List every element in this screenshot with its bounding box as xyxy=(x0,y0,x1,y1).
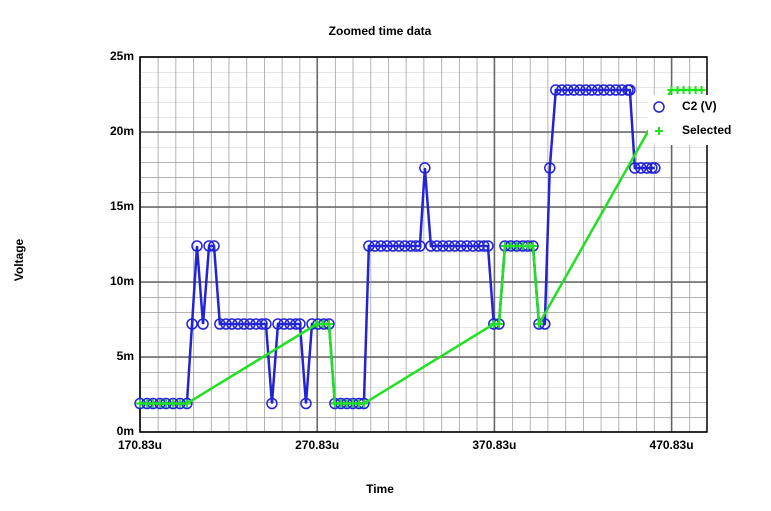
x-axis-label: Time xyxy=(366,482,394,496)
marker xyxy=(260,318,272,330)
marker xyxy=(494,320,503,328)
marker xyxy=(697,86,706,94)
marker xyxy=(369,240,381,252)
marker xyxy=(419,162,431,174)
marker xyxy=(414,240,426,252)
marker xyxy=(568,84,580,96)
x-tick-label: 270.83u xyxy=(295,438,339,452)
marker xyxy=(405,240,417,252)
marker xyxy=(387,240,399,252)
marker xyxy=(226,318,238,330)
marker xyxy=(238,318,250,330)
marker xyxy=(169,399,178,408)
x-tick-label: 470.83u xyxy=(650,438,694,452)
series-line xyxy=(140,88,655,405)
marker xyxy=(149,399,158,408)
marker xyxy=(616,84,628,96)
legend-marker xyxy=(653,101,665,113)
y-tick-label: 25m xyxy=(110,49,134,63)
marker xyxy=(635,162,647,174)
marker xyxy=(478,240,490,252)
y-tick-label: 5m xyxy=(117,349,134,363)
marker xyxy=(467,240,479,252)
marker xyxy=(586,84,598,96)
y-tick-label: 15m xyxy=(110,199,134,213)
plot-border xyxy=(139,56,708,433)
marker xyxy=(646,162,658,174)
marker xyxy=(186,318,198,330)
marker xyxy=(244,318,256,330)
marker xyxy=(294,318,306,330)
marker xyxy=(629,162,641,174)
marker xyxy=(437,240,449,252)
marker xyxy=(649,162,661,174)
y-tick-label: 20m xyxy=(110,124,134,138)
marker xyxy=(431,240,443,252)
marker xyxy=(425,240,437,252)
marker xyxy=(544,162,556,174)
marker xyxy=(580,84,592,96)
marker xyxy=(300,397,312,410)
marker xyxy=(161,399,170,408)
marker xyxy=(214,318,226,330)
marker xyxy=(550,84,562,96)
marker xyxy=(203,240,215,252)
legend-label: Selected xyxy=(682,123,731,137)
marker xyxy=(482,240,494,252)
marker xyxy=(556,84,568,96)
chart-title: Zoomed time data xyxy=(329,24,432,38)
marker xyxy=(528,242,537,250)
marker xyxy=(208,240,220,252)
marker xyxy=(375,240,387,252)
marker xyxy=(598,84,610,96)
marker xyxy=(604,84,616,96)
marker xyxy=(449,240,461,252)
marker xyxy=(410,240,422,252)
marker xyxy=(220,318,232,330)
marker xyxy=(266,397,278,410)
marker xyxy=(562,84,574,96)
minor-grid-area xyxy=(140,57,707,432)
marker xyxy=(534,320,543,328)
y-tick-label: 0m xyxy=(117,424,134,438)
marker xyxy=(256,318,268,330)
marker xyxy=(232,318,244,330)
marker xyxy=(399,240,411,252)
y-tick-label: 10m xyxy=(110,274,134,288)
marker xyxy=(197,318,209,330)
legend-label: C2 (V) xyxy=(682,99,717,113)
marker xyxy=(624,84,636,96)
marker xyxy=(363,240,375,252)
marker xyxy=(381,240,393,252)
marker xyxy=(290,318,302,330)
marker xyxy=(473,240,485,252)
marker xyxy=(175,399,184,408)
marker xyxy=(641,162,653,174)
marker xyxy=(278,318,290,330)
marker xyxy=(182,399,191,408)
marker xyxy=(136,399,144,408)
marker xyxy=(191,240,203,252)
marker xyxy=(461,240,473,252)
marker xyxy=(574,84,586,96)
x-tick-label: 370.83u xyxy=(472,438,516,452)
marker xyxy=(325,320,334,328)
marker xyxy=(272,318,284,330)
legend-marker xyxy=(655,127,663,135)
marker xyxy=(393,240,405,252)
y-axis-label: Voltage xyxy=(12,238,26,281)
marker xyxy=(443,240,455,252)
x-tick-label: 170.83u xyxy=(118,438,162,452)
legend-box xyxy=(648,95,748,145)
marker xyxy=(610,84,622,96)
marker xyxy=(455,240,467,252)
marker xyxy=(592,84,604,96)
marker xyxy=(359,399,368,408)
